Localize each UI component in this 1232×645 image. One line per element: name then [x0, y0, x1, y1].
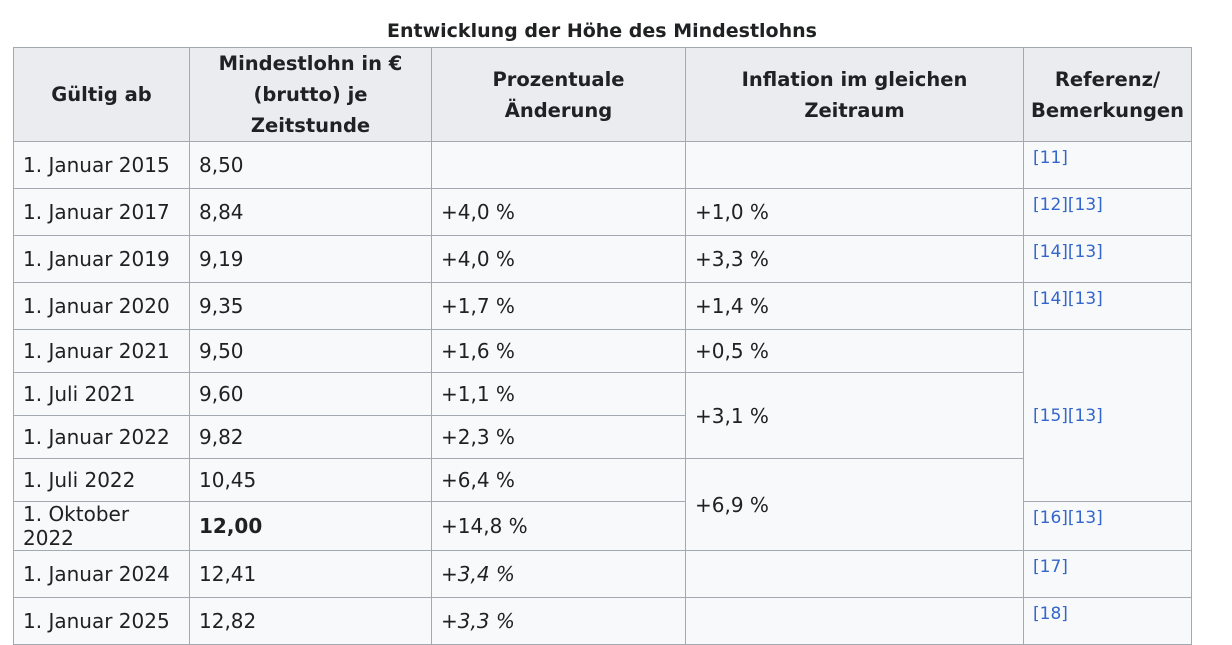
- inflation-cell: [685, 550, 1024, 598]
- date-cell: 1. Januar 2015: [13, 141, 190, 189]
- table-row: 1. Januar 2022 9,82 +2,3 %: [13, 415, 1192, 459]
- reference-cell: [18]: [1023, 597, 1192, 645]
- wage-cell: 8,84: [189, 188, 432, 236]
- table-row: 1. Juli 2022 10,45 +6,4 % +6,9 %: [13, 458, 1192, 551]
- wage-cell: 12,41: [189, 550, 432, 598]
- wage-cell: 9,60: [189, 372, 432, 416]
- inflation-cell: +1,4 %: [685, 282, 1024, 330]
- reference-cell: [16][13]: [1023, 501, 1192, 551]
- wage-cell: 8,50: [189, 141, 432, 189]
- wage-cell: 12,00: [189, 501, 432, 551]
- reference-link[interactable]: [13]: [1067, 195, 1103, 215]
- wage-cell: 9,35: [189, 282, 432, 330]
- date-cell: 1. Januar 2021: [13, 329, 190, 373]
- change-cell: +4,0 %: [431, 235, 686, 283]
- table-row: 1. Juli 2021 9,60 +1,1 % +3,1 %: [13, 372, 1192, 459]
- header-referenz: Referenz/ Bemerkungen: [1023, 47, 1192, 142]
- reference-link[interactable]: [13]: [1067, 405, 1103, 426]
- table-row: 1. Januar 2015 8,50 [11]: [13, 141, 1192, 189]
- wage-cell: 10,45: [189, 458, 432, 502]
- reference-link[interactable]: [17]: [1033, 557, 1068, 577]
- wage-cell: 9,19: [189, 235, 432, 283]
- header-mindestlohn-line2: (brutto) je Zeitstunde: [250, 83, 371, 137]
- inflation-cell: +0,5 %: [685, 329, 1024, 373]
- header-mindestlohn-line1: Mindestlohn in €: [218, 52, 403, 75]
- reference-cell: [12][13]: [1023, 188, 1192, 236]
- reference-cell: [17]: [1023, 550, 1192, 598]
- date-cell: 1. Juli 2022: [13, 458, 190, 502]
- table-row: 1. Januar 2021 9,50 +1,6 % +0,5 % [15][1…: [13, 329, 1192, 502]
- header-row: Gültig ab Mindestlohn in € (brutto) je Z…: [13, 47, 1192, 142]
- change-cell: +1,1 %: [431, 372, 686, 416]
- date-cell: 1. Juli 2021: [13, 372, 190, 416]
- inflation-cell: +3,1 %: [685, 372, 1024, 459]
- date-cell: 1. Januar 2017: [13, 188, 190, 236]
- change-cell: +2,3 %: [431, 415, 686, 459]
- header-referenz-line2: Bemerkungen: [1030, 98, 1185, 122]
- reference-link[interactable]: [15]: [1033, 405, 1068, 426]
- date-cell: 1. Januar 2020: [13, 282, 190, 330]
- table-row: 1. Januar 2017 8,84 +4,0 % +1,0 % [12][1…: [13, 188, 1192, 236]
- reference-cell: [11]: [1023, 141, 1192, 189]
- change-cell: +6,4 %: [431, 458, 686, 502]
- reference-link[interactable]: [14]: [1033, 242, 1068, 262]
- change-cell: +3,3 %: [431, 597, 686, 645]
- reference-link[interactable]: [13]: [1067, 508, 1103, 528]
- inflation-cell: [685, 141, 1024, 189]
- table-row: 1. Oktober 2022 12,00 +14,8 % [16][13]: [13, 501, 1192, 551]
- header-inflation: Inflation im gleichen Zeitraum: [685, 47, 1024, 142]
- reference-link[interactable]: [16]: [1033, 508, 1068, 528]
- table-row: 1. Januar 2024 12,41 +3,4 % [17]: [13, 550, 1192, 598]
- minimum-wage-table: Gültig ab Mindestlohn in € (brutto) je Z…: [13, 47, 1192, 645]
- inflation-cell: [685, 597, 1024, 645]
- date-cell: 1. Oktober 2022: [13, 501, 190, 551]
- date-cell: 1. Januar 2025: [13, 597, 190, 645]
- header-gueltig-ab: Gültig ab: [13, 47, 190, 142]
- change-cell: +1,6 %: [431, 329, 686, 373]
- table-row: 1. Januar 2025 12,82 +3,3 % [18]: [13, 597, 1192, 645]
- inflation-cell: +1,0 %: [685, 188, 1024, 236]
- inflation-cell: +6,9 %: [685, 458, 1024, 551]
- reference-link[interactable]: [11]: [1033, 148, 1068, 168]
- date-cell: 1. Januar 2024: [13, 550, 190, 598]
- reference-cell: [14][13]: [1023, 235, 1192, 283]
- reference-link[interactable]: [13]: [1067, 242, 1103, 262]
- change-cell: [431, 141, 686, 189]
- table-caption: Entwicklung der Höhe des Mindestlohns: [387, 20, 817, 42]
- change-cell: +4,0 %: [431, 188, 686, 236]
- date-cell: 1. Januar 2022: [13, 415, 190, 459]
- reference-link[interactable]: [14]: [1033, 289, 1068, 309]
- wage-cell: 9,82: [189, 415, 432, 459]
- reference-link[interactable]: [12]: [1033, 195, 1068, 215]
- header-prozentuale-aenderung: Prozentuale Änderung: [431, 47, 686, 142]
- change-cell: +1,7 %: [431, 282, 686, 330]
- reference-link[interactable]: [13]: [1067, 289, 1103, 309]
- inflation-cell: +3,3 %: [685, 235, 1024, 283]
- table-row: 1. Januar 2020 9,35 +1,7 % +1,4 % [14][1…: [13, 282, 1192, 330]
- change-cell: +14,8 %: [431, 501, 686, 551]
- reference-link[interactable]: [18]: [1033, 604, 1068, 624]
- header-referenz-line1: Referenz/: [1054, 67, 1161, 91]
- change-cell: +3,4 %: [431, 550, 686, 598]
- wage-cell: 9,50: [189, 329, 432, 373]
- reference-cell: [14][13]: [1023, 282, 1192, 330]
- reference-cell: [15][13]: [1023, 329, 1192, 502]
- minimum-wage-section: Entwicklung der Höhe des Mindestlohns Gü…: [13, 15, 1192, 645]
- date-cell: 1. Januar 2019: [13, 235, 190, 283]
- wage-cell: 12,82: [189, 597, 432, 645]
- header-mindestlohn: Mindestlohn in € (brutto) je Zeitstunde: [189, 47, 432, 142]
- table-row: 1. Januar 2019 9,19 +4,0 % +3,3 % [14][1…: [13, 235, 1192, 283]
